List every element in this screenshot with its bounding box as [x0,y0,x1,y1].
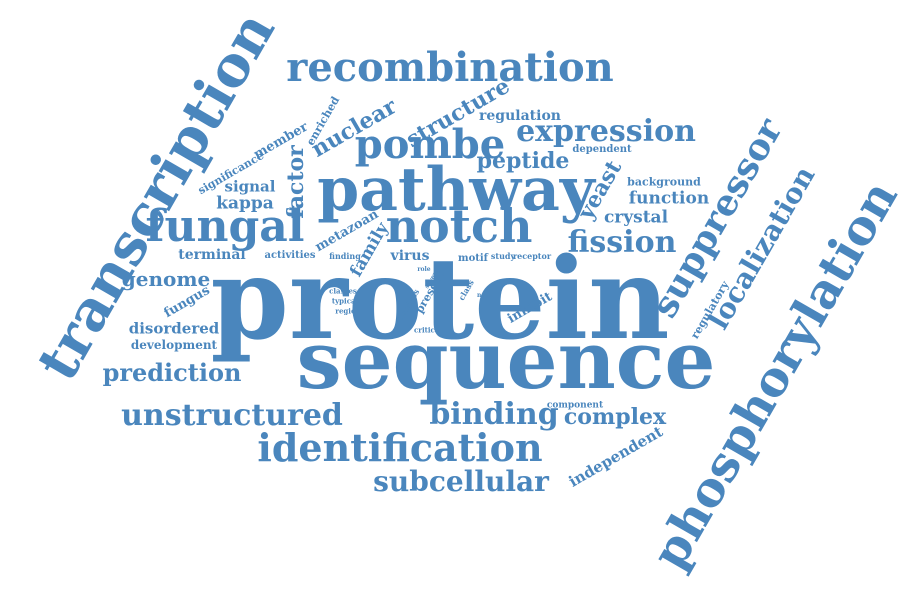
word-subcellular: subcellular [373,465,549,498]
word-crystal: crystal [603,207,669,228]
word-independent: independent [565,422,666,491]
word-role: role [417,266,431,273]
word-identification: identification [257,425,543,470]
word-novel: novel [477,292,495,299]
word-classes: classes [329,286,357,296]
word-notch: notch [385,199,533,253]
word-factor: factor [283,145,309,219]
word-component: component [546,400,604,411]
word-kappa: kappa [216,193,274,214]
word-receptor: receptor [512,251,552,261]
word-pathway: pathway [317,155,595,225]
word-virus: virus [390,248,430,264]
word-recombination: recombination [286,44,614,91]
word-background: background [627,175,701,189]
word-study: study [490,251,516,261]
word-development: development [130,338,218,352]
word-fungal: fungal [145,201,305,252]
word-activities: activities [264,250,316,261]
word-prediction: prediction [102,358,242,387]
word-pombe: pombe [354,121,506,168]
word-signal: signal [224,177,276,196]
word-disordered: disordered [128,319,220,338]
word-complex: complex [563,404,667,430]
word-motif: motif [458,253,488,264]
word-critical: critical [414,325,442,335]
word-region: region [335,306,361,316]
word-peptide: peptide [476,148,570,174]
word-terminal: terminal [178,247,246,263]
word-unstructured: unstructured [121,398,343,433]
word-sequence: sequence [296,313,716,407]
word-expression: expression [516,114,696,149]
word-function: function [628,188,710,209]
word-regulation: regulation [479,108,561,124]
word-genome: genome [121,267,211,291]
word-typical: typical [331,296,359,306]
word-finding: finding [329,251,361,261]
word-protein: protein [210,234,670,365]
word-dependent: dependent [572,144,632,155]
word-fission: fission [567,225,677,260]
word-binding: binding [429,397,559,432]
